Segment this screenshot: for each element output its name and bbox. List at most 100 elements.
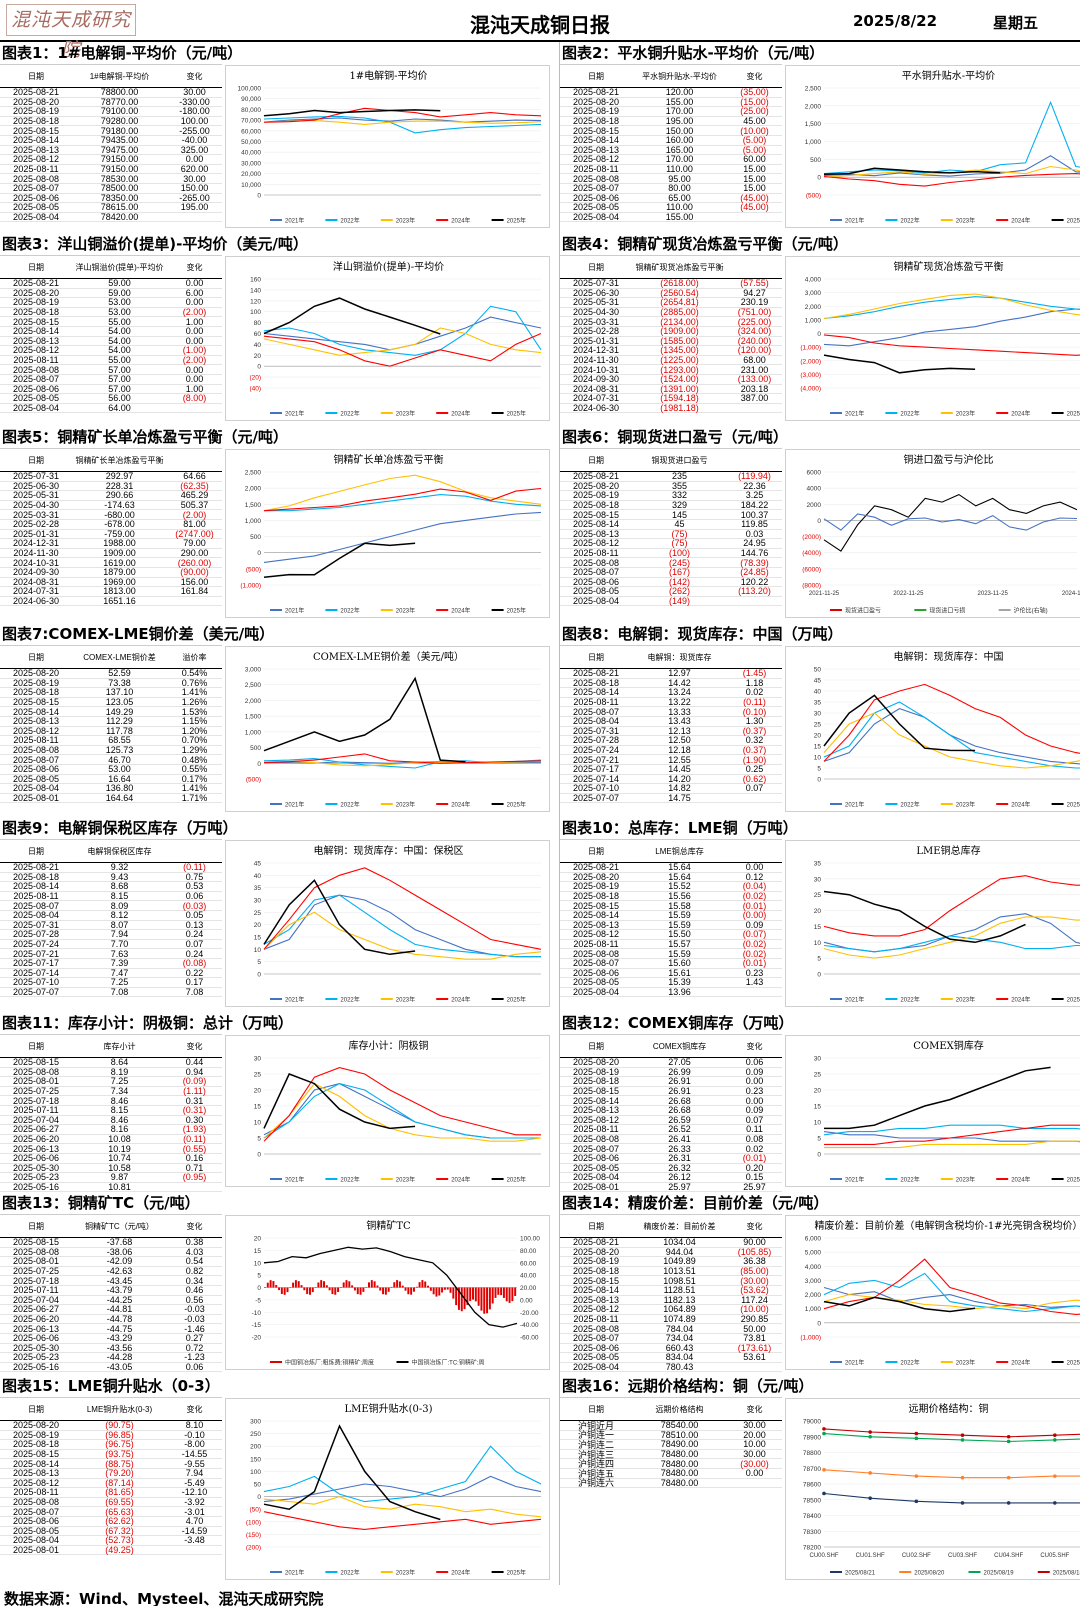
table-cell: -44.78 [106, 1314, 133, 1325]
legend-label: 2021年 [285, 996, 304, 1004]
table-cell: 1813.00 [103, 586, 136, 597]
tc-bar [477, 1287, 480, 1306]
header-cell: 库存小计 [103, 1041, 136, 1051]
table-cell: 2025-08-18 [572, 1076, 620, 1087]
table-cell: 30.00 [183, 87, 206, 98]
table-cell: 0.54% [181, 668, 208, 679]
series-line-3 [263, 107, 542, 123]
data-table: 日期 电解铜：现货库存 2025-08-21 12.97 (1.45) 2025-08-1… [560, 645, 782, 804]
y-tick-label: (6000) [802, 566, 821, 573]
table-cell: 2025-07-21 [12, 948, 60, 959]
table-row: 2025-08-12 (87.14) -5.49 [0, 1477, 222, 1489]
table-row: 2025-08-18 9.43 0.75 [0, 871, 222, 883]
header-cell: 变化 [746, 1041, 763, 1051]
table-row: 2025-08-04 8.12 0.05 [0, 910, 222, 921]
data-table: 日期 洋山铜溢价(提单)-平均价 变化 2025-08-21 59.00 0.00 2025… [0, 255, 222, 414]
tc-bar [410, 1287, 413, 1295]
table-cell: 46.70 [108, 754, 131, 765]
table-cell: 2025-08-12 [12, 345, 60, 356]
table-cell: 1.26% [181, 697, 208, 708]
table-cell: 78540.00 [660, 1420, 699, 1431]
table-row: 2025-06-30 228.31 (62.35) [0, 481, 222, 492]
table-cell: 2025-08-13 [12, 335, 60, 346]
table-cell: 2025-08-21 [12, 862, 60, 873]
header-cell: 远期价格结构 [655, 1404, 704, 1414]
table-cell: 26.68 [668, 1095, 691, 1106]
y-tick-label: 0 [257, 1285, 261, 1292]
table-row: 2025-08-01 164.64 1.71% [0, 793, 222, 804]
table-cell: (0.00) [742, 910, 767, 921]
table-cell: 14.42 [668, 677, 691, 688]
header-cell: 洋山铜溢价(提单)-平均价 [75, 262, 164, 272]
table-cell: 2025-07-25 [12, 1266, 60, 1277]
table-cell: 161.84 [180, 586, 209, 597]
table-cell: 2024-07-31 [12, 586, 60, 597]
table-cell: 24.95 [743, 538, 766, 549]
chart-title: 洋山铜溢价(提单)-平均价 [333, 260, 444, 273]
table-cell: (2560.54) [660, 287, 699, 298]
table-row: 2025-08-19 73.38 0.76% [0, 677, 222, 689]
table-cell: 184.22 [740, 500, 769, 511]
table-cell: 2025-03-31 [12, 509, 60, 520]
table-cell: (67.32) [105, 1525, 134, 1536]
tc-bar [396, 1280, 399, 1288]
table-row: 2025-08-18 195.00 45.00 [560, 116, 782, 127]
series-line-4 [263, 297, 441, 335]
table-cell: (1.00) [182, 345, 207, 356]
table-cell: 15.61 [668, 967, 691, 978]
series-line-1 [823, 513, 1078, 531]
table-cell: 2025-08-19 [12, 677, 60, 688]
y-tick-label: 78200 [803, 1545, 821, 1552]
table-cell: 0.11 [746, 1124, 763, 1135]
table-cell: 79150.00 [100, 164, 139, 175]
table-row: 2025-07-25 -42.63 0.82 [0, 1266, 222, 1277]
tc-bar [286, 1287, 289, 1293]
table-row: 2025-06-20 10.08 (0.11) [0, 1134, 222, 1145]
table-row: 2025-01-31 -759.00 (2747.00) [0, 529, 222, 540]
table-row: 2025-08-18 14.42 1.18 [560, 677, 782, 689]
y-tick-label: 0 [257, 1494, 261, 1501]
x-tick-label: CU02.SHF [902, 1553, 931, 1559]
legend-label: 2023年 [956, 996, 975, 1004]
y-tick-label: 20 [254, 922, 262, 929]
table-cell: -5.49 [184, 1477, 205, 1488]
tc-bar [351, 1285, 354, 1288]
table-cell: 2025-06-13 [12, 1143, 60, 1154]
table-row: 2025-08-13 165.00 (5.00) [560, 145, 782, 156]
table-row: 2025-08-04 78420.00 [0, 212, 222, 223]
table-header: 日期 LME铜总库存 [560, 839, 782, 863]
table-cell: 沪铜近月 [577, 1420, 614, 1431]
y-tick-label: 4000 [807, 486, 822, 493]
table-row: 2025-08-01 25.97 25.97 [560, 1182, 782, 1193]
table-cell: 2025-08-14 [12, 881, 60, 892]
table-row: 2024-08-31 (1391.00) 203.18 [560, 384, 782, 395]
table-cell: 15.50 [668, 929, 691, 940]
table-cell: 2025-08-12 [572, 154, 620, 165]
table-cell: 2025-08-06 [572, 1153, 620, 1164]
table-cell: 2025-08-18 [572, 677, 620, 688]
table-row: 2025-07-25 7.34 (1.11) [0, 1086, 222, 1097]
table-header: 日期 COMEX铜库存 变化 [560, 1034, 782, 1058]
table-cell: 2025-08-18 [12, 871, 60, 882]
table-cell: 沪铜连六 [577, 1478, 614, 1489]
table-cell: 2025-08-05 [12, 1525, 60, 1536]
header-cell: 溢价率 [182, 652, 207, 662]
legend-label: 2023年 [956, 1359, 975, 1367]
table-cell: (0.31) [182, 1105, 207, 1116]
table-cell: (100) [668, 548, 690, 559]
chart-title: 远期价格结构：铜 [909, 1402, 989, 1415]
header-cell: 精废价差：目前价差 [643, 1221, 716, 1231]
tc-bar [412, 1287, 415, 1292]
x-tick-label: CU00.SHF [809, 1553, 838, 1559]
y-tick-label: (500) [806, 193, 821, 200]
table-cell: 73.81 [743, 1333, 766, 1344]
y-tick-label: 60,000 [241, 128, 261, 135]
table-cell: 325.00 [180, 144, 209, 155]
table-row: 2025-08-20 52.59 0.54% [0, 668, 222, 679]
table-cell: 2025-07-17 [12, 958, 60, 969]
y-tick-label: 2,500 [245, 470, 262, 477]
legend-label: 2022年 [900, 410, 919, 418]
chart: LME铜升贴水(0-3) (200) (150) (100) (50) 0 50 100 150… [225, 1398, 550, 1580]
table-cell: 7.25 [110, 977, 129, 988]
legend-label: 2021年 [845, 1359, 864, 1367]
